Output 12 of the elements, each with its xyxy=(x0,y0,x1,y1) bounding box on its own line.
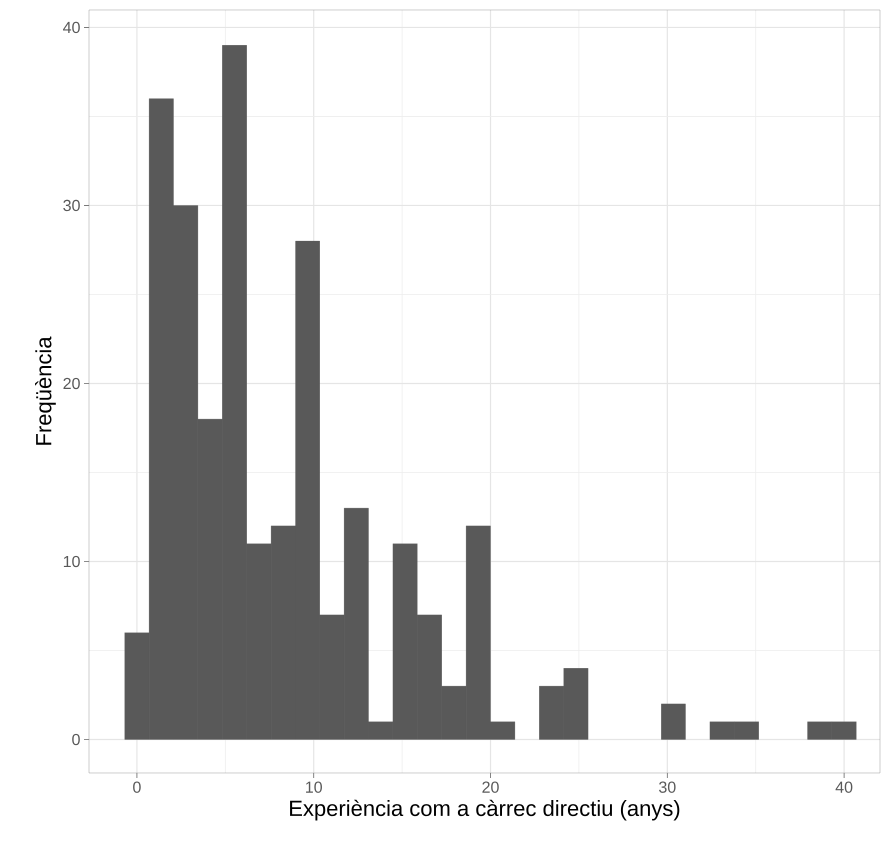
y-tick-label: 30 xyxy=(63,200,80,212)
y-tick-label: 0 xyxy=(72,734,80,746)
y-tick-label: 40 xyxy=(63,22,80,34)
x-tick-label: 40 xyxy=(836,782,852,793)
x-tick-label: 20 xyxy=(482,782,499,793)
x-tick-label: 0 xyxy=(133,782,141,793)
x-tick-label: 30 xyxy=(659,782,676,793)
y-axis-title: Freqüència xyxy=(35,336,56,445)
y-tick-label: 20 xyxy=(63,378,80,390)
x-axis-title: Experiència com a càrrec directiu (anys) xyxy=(290,800,680,820)
x-tick-label: 10 xyxy=(306,782,322,793)
y-tick-label: 10 xyxy=(64,556,80,568)
